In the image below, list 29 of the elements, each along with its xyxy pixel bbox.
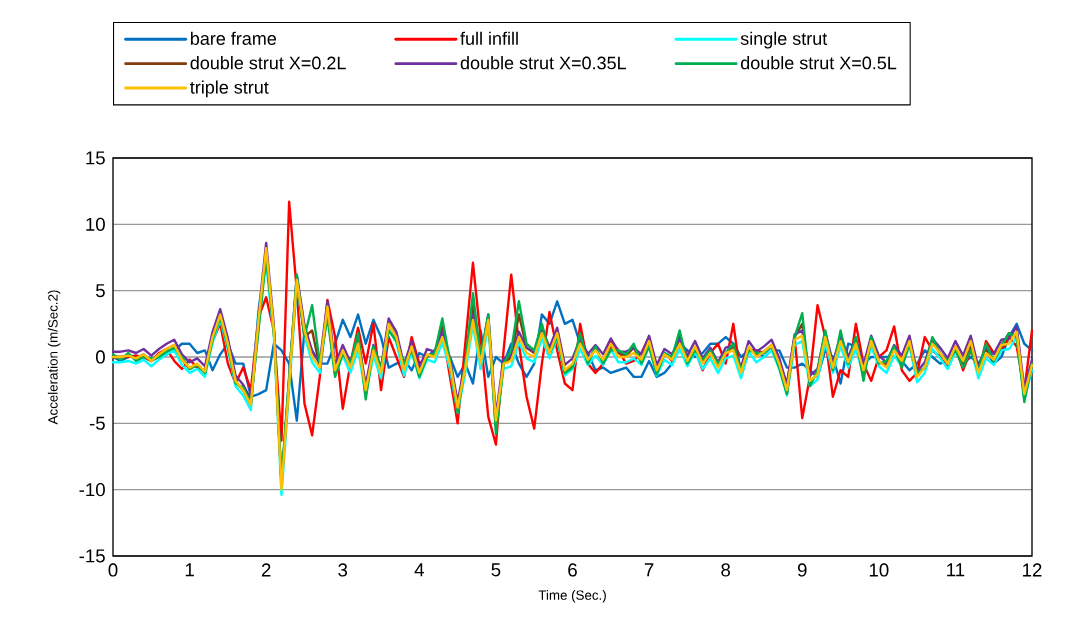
legend-label: single strut [740, 31, 828, 49]
x-tick-label: 1 [185, 563, 194, 577]
x-tick-label: 8 [721, 563, 731, 577]
x-tick-label: 11 [947, 563, 965, 577]
y-tick-label: 15 [86, 151, 105, 165]
x-tick-label: 0 [108, 563, 118, 577]
x-tick-label: 2 [261, 563, 271, 577]
legend-label: double strut X=0.2L [190, 56, 346, 70]
x-tick-label: 5 [491, 563, 501, 577]
x-tick-label: 7 [644, 563, 654, 577]
x-tick-label: 4 [414, 563, 424, 577]
y-tick-label: -10 [79, 483, 105, 497]
legend-label: bare frame [190, 31, 277, 45]
legend-label: double strut X=0.5L [740, 56, 897, 70]
y-tick-label: -15 [79, 549, 105, 563]
y-tick-label: 0 [95, 350, 105, 364]
x-tick-label: 3 [338, 563, 348, 577]
x-tick-label: 9 [797, 563, 807, 577]
x-axis-title: Time (Sec.) [538, 590, 606, 603]
x-tick-label: 6 [568, 563, 577, 577]
y-tick-label: -5 [89, 416, 105, 430]
x-tick-label: 12 [1023, 563, 1042, 577]
legend-label: double strut X=0.35L [460, 56, 626, 70]
legend-label: triple strut [190, 80, 269, 98]
y-axis-title: Acceleration (m/Sec.2) [47, 290, 61, 425]
legend-label: full infill [460, 31, 518, 45]
y-tick-label: 10 [86, 217, 105, 231]
y-tick-label: 5 [96, 284, 105, 298]
x-tick-label: 10 [869, 563, 889, 577]
